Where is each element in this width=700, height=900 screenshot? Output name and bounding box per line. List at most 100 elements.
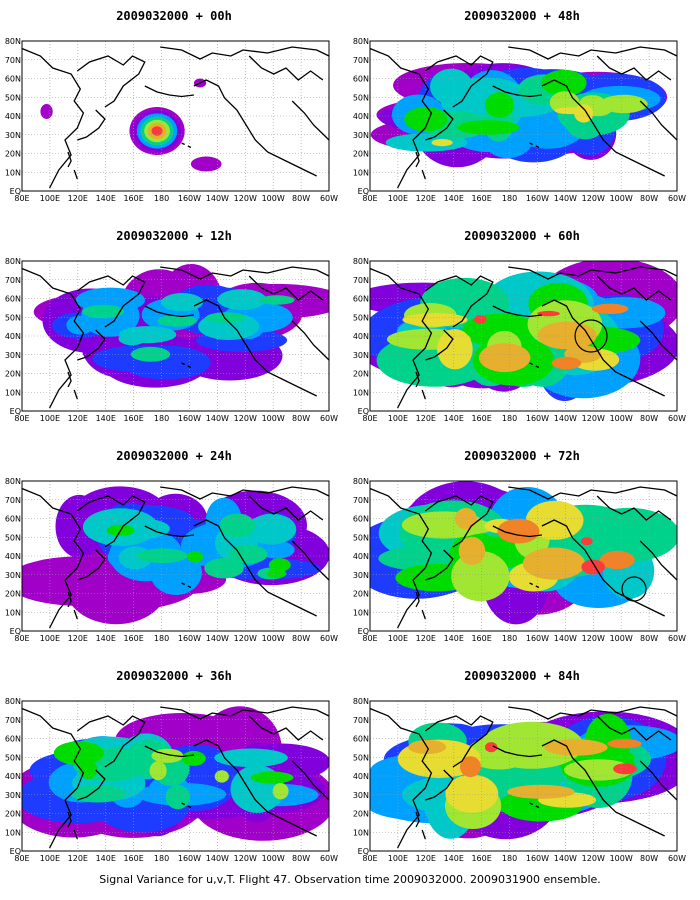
lat-tick-label: 40N [5, 112, 21, 121]
grid-lines [22, 701, 329, 851]
figure-caption: Signal Variance for u,v,T. Flight 47. Ob… [99, 873, 601, 886]
lon-tick-label: 80W [640, 854, 658, 863]
lat-tick-label: 70N [353, 496, 369, 505]
lat-tick-label: 70N [5, 276, 21, 285]
lon-tick-label: 120E [416, 854, 436, 863]
lat-tick-label: EQ [10, 187, 21, 196]
lat-tick-label: EQ [358, 847, 369, 856]
lon-tick-label: 140W [554, 854, 577, 863]
lat-tick-label: 40N [5, 772, 21, 781]
lon-tick-label: 160E [123, 634, 143, 643]
lat-tick-label: 40N [5, 552, 21, 561]
lon-tick-label: 180 [502, 194, 517, 203]
lat-tick-label: 60N [5, 295, 21, 304]
lon-tick-label: 100W [262, 414, 285, 423]
lon-tick-label: 80E [14, 414, 29, 423]
lat-tick-label: 40N [5, 332, 21, 341]
lat-tick-label: 20N [353, 810, 369, 819]
lon-tick-label: 180 [154, 414, 169, 423]
lon-tick-label: 60W [668, 634, 686, 643]
lat-tick-label: 50N [353, 93, 369, 102]
lat-tick-label: 60N [353, 295, 369, 304]
lon-tick-label: 160E [123, 414, 143, 423]
lon-tick-label: 120W [234, 854, 257, 863]
lat-tick-label: 80N [353, 37, 369, 46]
lon-tick-label: 60W [320, 194, 338, 203]
lon-tick-label: 120W [582, 194, 605, 203]
lat-tick-label: 30N [353, 351, 369, 360]
variance-field [370, 261, 677, 411]
lat-tick-label: 80N [353, 697, 369, 706]
lat-tick-label: 50N [5, 93, 21, 102]
panel-title: 2009032000 + 72h [464, 449, 580, 463]
lon-tick-label: 120W [582, 854, 605, 863]
lon-tick-label: 80E [362, 414, 377, 423]
lat-tick-label: 50N [5, 313, 21, 322]
lat-tick-label: 10N [5, 608, 21, 617]
lat-tick-label: 30N [5, 791, 21, 800]
lon-tick-label: 100W [610, 634, 633, 643]
lon-tick-label: 140W [554, 194, 577, 203]
coastlines [22, 46, 329, 189]
lat-tick-label: EQ [358, 627, 369, 636]
lat-tick-label: 80N [353, 477, 369, 486]
lon-tick-label: 60W [320, 414, 338, 423]
lon-tick-label: 160W [526, 854, 549, 863]
lon-tick-label: 100E [388, 194, 408, 203]
lon-tick-label: 160E [123, 194, 143, 203]
lat-tick-label: EQ [358, 407, 369, 416]
lat-tick-label: 70N [5, 496, 21, 505]
lon-tick-label: 120W [582, 634, 605, 643]
lon-tick-label: 160W [178, 854, 201, 863]
lat-tick-label: 50N [353, 753, 369, 762]
lon-tick-label: 100E [40, 634, 60, 643]
lat-tick-label: 80N [353, 257, 369, 266]
coastlines [370, 46, 677, 189]
lon-tick-label: 180 [502, 414, 517, 423]
lon-tick-label: 80E [362, 194, 377, 203]
lon-tick-label: 100W [262, 634, 285, 643]
lon-tick-label: 120E [68, 194, 88, 203]
lon-tick-label: 100E [388, 634, 408, 643]
lat-tick-label: EQ [358, 187, 369, 196]
lat-tick-label: 10N [353, 168, 369, 177]
lon-tick-label: 140E [444, 634, 464, 643]
lat-tick-label: 10N [5, 388, 21, 397]
lon-tick-label: 140E [444, 194, 464, 203]
lat-tick-label: 80N [5, 37, 21, 46]
lat-tick-label: 20N [353, 150, 369, 159]
lon-tick-label: 160W [526, 194, 549, 203]
lon-tick-label: 120W [234, 634, 257, 643]
lon-tick-label: 120E [416, 414, 436, 423]
grid-lines [370, 701, 677, 851]
lon-tick-label: 160E [471, 194, 491, 203]
lon-tick-label: 160E [123, 854, 143, 863]
coastlines [370, 706, 677, 849]
lon-tick-label: 100E [40, 414, 60, 423]
lat-tick-label: 40N [353, 552, 369, 561]
lat-tick-label: 70N [353, 56, 369, 65]
grid-lines [370, 261, 677, 411]
lon-tick-label: 120E [68, 634, 88, 643]
lon-tick-label: 80E [362, 634, 377, 643]
lon-tick-label: 80W [292, 854, 310, 863]
coastlines [22, 706, 329, 849]
lon-tick-label: 80W [640, 414, 658, 423]
grid-lines [22, 41, 329, 191]
lat-tick-label: EQ [10, 847, 21, 856]
panel-title: 2009032000 + 12h [116, 229, 232, 243]
lon-tick-label: 140E [96, 414, 116, 423]
lon-tick-label: 80E [14, 194, 29, 203]
lat-tick-label: 10N [353, 608, 369, 617]
lon-tick-label: 80E [362, 854, 377, 863]
lon-tick-label: 100E [40, 194, 60, 203]
lon-tick-label: 80E [14, 634, 29, 643]
lon-tick-label: 140E [96, 854, 116, 863]
lon-tick-label: 80W [292, 414, 310, 423]
lat-tick-label: 60N [5, 75, 21, 84]
lat-tick-label: 20N [5, 810, 21, 819]
lon-tick-label: 160W [526, 414, 549, 423]
lon-tick-label: 160W [178, 414, 201, 423]
lat-tick-label: 40N [353, 772, 369, 781]
